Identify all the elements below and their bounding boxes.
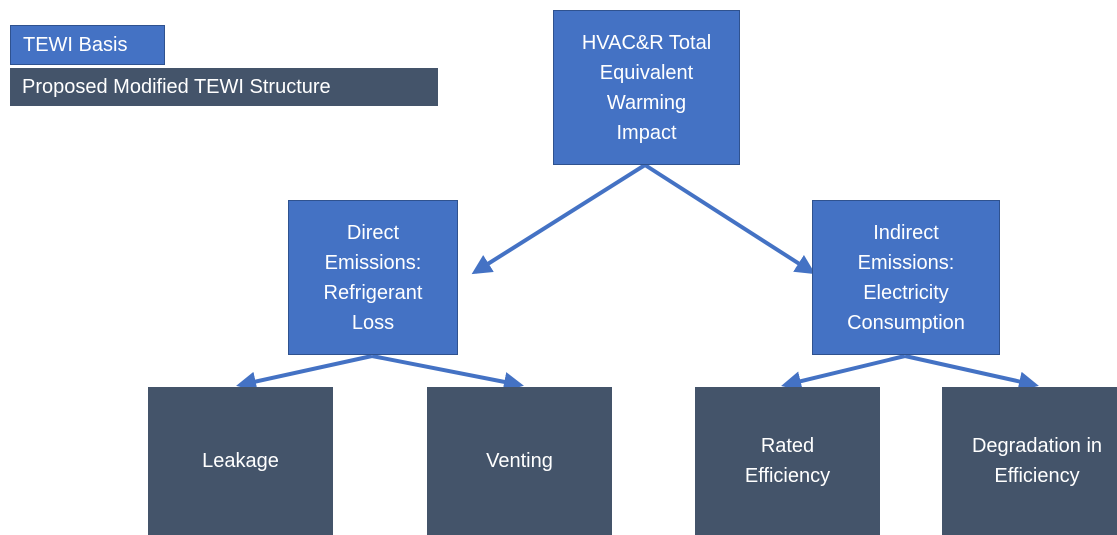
node: Leakage (148, 387, 333, 535)
node-label: Emissions: (857, 251, 955, 274)
node-label: Impact (616, 121, 677, 144)
arrow (781, 354, 906, 391)
node-label: Indirect (873, 221, 939, 244)
node-label: Leakage (202, 450, 279, 472)
node: Direct Emissions: Refrigerant Loss (288, 200, 458, 355)
node-label: HVAC&R Total (581, 31, 712, 54)
node-label: Emissions: (324, 251, 422, 274)
node-label: Warming (606, 91, 687, 114)
arrow (471, 163, 647, 275)
node: Indirect Emissions: Electricity Consumption (812, 200, 1000, 355)
node-label: Direct (346, 221, 400, 244)
node: HVAC&R Total Equivalent Warming Impact (553, 10, 740, 165)
arrow (904, 354, 1039, 392)
arrow (371, 354, 524, 392)
node-label: Refrigerant (323, 281, 423, 304)
arrow (236, 354, 373, 392)
node-label: Loss (351, 311, 395, 334)
node-label: Consumption (847, 311, 965, 334)
node: Rated Efficiency (695, 387, 880, 535)
node: Degradation in Efficiency (942, 387, 1117, 535)
legend-item: TEWI Basis (10, 25, 165, 65)
arrow (643, 163, 816, 275)
node-label: Rated (760, 435, 815, 457)
node-label: Equivalent (599, 61, 694, 84)
node-label: Efficiency (994, 465, 1080, 487)
legend-item: Proposed Modified TEWI Structure (10, 68, 438, 106)
node-label: Electricity (863, 281, 949, 304)
node-label: Efficiency (744, 465, 831, 487)
node-label: Venting (486, 450, 553, 472)
node-label: Degradation in (971, 435, 1103, 457)
node: Venting (427, 387, 612, 535)
